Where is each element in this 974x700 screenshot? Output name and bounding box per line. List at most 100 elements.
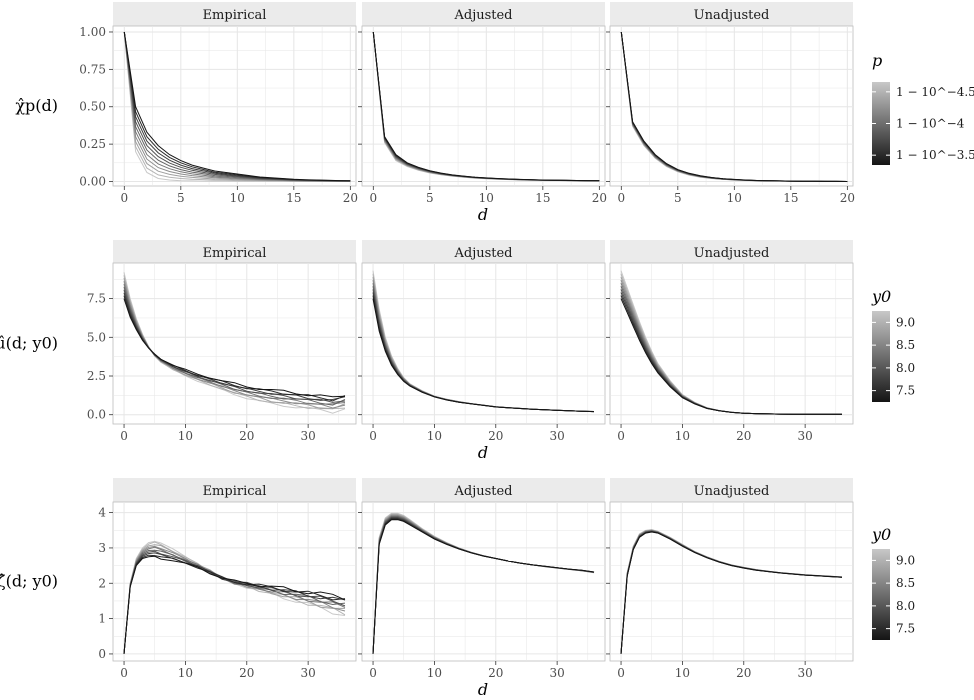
facet-strip-label: Unadjusted — [694, 484, 770, 499]
y-tick-label: 3 — [98, 541, 106, 555]
y-tick-label: 0.25 — [79, 137, 106, 151]
chart-row-mu: μ̂(d; y0) Empirical 0 10 20 30 0.0 2.5 5.0 7.5 Adj… — [0, 240, 915, 462]
facet-strip — [362, 2, 605, 26]
legend-colorbar — [872, 311, 890, 402]
legend-title: y0 — [871, 525, 891, 544]
x-tick-label: 10 — [178, 666, 193, 680]
x-tick-label: 0 — [120, 429, 128, 443]
legend-label: 1 − 10^−4.5 — [896, 85, 974, 99]
facet-strip-label: Unadjusted — [694, 246, 770, 261]
facet-strip — [113, 2, 356, 26]
y-tick-label: 0.50 — [79, 100, 106, 114]
legend-label: 1 − 10^−4 — [896, 117, 965, 131]
x-tick-label: 10 — [479, 191, 494, 205]
legend-label: 7.5 — [896, 384, 915, 398]
x-tick-label: 30 — [300, 666, 315, 680]
legend-zeta: y0 9.0 8.5 8.0 7.5 — [871, 525, 915, 640]
legend-label: 1 − 10^−3.5 — [896, 148, 974, 162]
facet-strip-label: Adjusted — [453, 246, 512, 261]
panel-background — [112, 262, 357, 425]
x-tick-label: 0 — [617, 666, 625, 680]
panel-background — [609, 262, 854, 425]
panel-zeta-empirical: Empirical 0 10 20 30 0 1 2 3 4 — [98, 478, 357, 680]
x-tick-label: 20 — [592, 191, 607, 205]
x-tick-label: 20 — [239, 429, 254, 443]
x-tick-label: 0 — [120, 191, 128, 205]
x-tick-label: 10 — [675, 429, 690, 443]
x-tick-label: 10 — [230, 191, 245, 205]
facet-strip — [113, 240, 356, 264]
series-line — [123, 555, 346, 654]
legend-label: 8.5 — [896, 576, 915, 590]
facet-strip — [610, 478, 853, 502]
y-axis-label: ζ̂(d; y0) — [0, 572, 58, 591]
x-tick-label: 0 — [369, 429, 377, 443]
facet-strip-label: Adjusted — [453, 8, 512, 23]
x-axis-title: d — [478, 205, 488, 224]
facet-strip-label: Empirical — [203, 8, 267, 23]
series-line — [372, 519, 595, 654]
panel-mu-empirical: Empirical 0 10 20 30 0.0 2.5 5.0 7.5 — [87, 240, 357, 443]
y-axis-label: χ̂p(d) — [15, 96, 58, 115]
facet-strip-label: Adjusted — [453, 484, 512, 499]
x-tick-label: 30 — [797, 666, 812, 680]
panel-chi-adjusted: Adjusted 0 5 10 15 20 — [358, 2, 607, 205]
x-tick-label: 5 — [426, 191, 434, 205]
x-tick-label: 0 — [120, 666, 128, 680]
x-tick-label: 20 — [840, 191, 855, 205]
y-tick-label: 1 — [98, 612, 106, 626]
x-axis-title: d — [478, 680, 488, 699]
y-tick-label: 0.00 — [79, 175, 106, 189]
facet-strip — [362, 240, 605, 264]
series-line — [620, 531, 843, 654]
panel-background — [361, 501, 606, 662]
x-tick-label: 20 — [736, 429, 751, 443]
legend-label: 8.5 — [896, 338, 915, 352]
x-tick-label: 0 — [617, 191, 625, 205]
legend-mu: y0 9.0 8.5 8.0 7.5 — [871, 287, 915, 402]
x-tick-label: 20 — [239, 666, 254, 680]
series-line — [123, 298, 346, 398]
y-tick-label: 7.5 — [87, 292, 106, 306]
facet-strip — [362, 478, 605, 502]
x-tick-label: 10 — [427, 666, 442, 680]
y-axis-label: μ̂(d; y0) — [0, 334, 58, 353]
y-tick-label: 0.0 — [87, 408, 106, 422]
legend-chi: p 1 − 10^−4.5 1 − 10^−4 1 − 10^−3.5 — [872, 51, 974, 165]
legend-label: 8.0 — [896, 599, 915, 613]
x-tick-label: 20 — [736, 666, 751, 680]
x-tick-label: 20 — [488, 429, 503, 443]
x-tick-label: 15 — [286, 191, 301, 205]
y-tick-label: 5.0 — [87, 330, 106, 344]
x-tick-label: 15 — [535, 191, 550, 205]
panel-chi-empirical: Empirical 0 5 10 15 20 0.00 0.25 0.50 0.75 1.00 — [79, 2, 358, 205]
panel-mu-adjusted: Adjusted 0 10 20 30 — [358, 240, 606, 443]
x-tick-label: 10 — [178, 429, 193, 443]
legend-label: 8.0 — [896, 361, 915, 375]
y-tick-label: 4 — [98, 506, 106, 520]
x-tick-label: 10 — [727, 191, 742, 205]
x-tick-label: 30 — [797, 429, 812, 443]
x-tick-label: 5 — [674, 191, 682, 205]
series-line — [372, 31, 600, 182]
panel-background — [361, 262, 606, 425]
series-line — [620, 31, 848, 182]
x-tick-label: 15 — [783, 191, 798, 205]
facet-strip-label: Empirical — [203, 484, 267, 499]
y-tick-label: 0 — [98, 647, 106, 661]
y-tick-label: 2.5 — [87, 369, 106, 383]
legend-title: y0 — [871, 287, 891, 306]
x-tick-label: 30 — [300, 429, 315, 443]
panel-chi-unadjusted: Unadjusted 0 5 10 15 20 — [606, 2, 855, 205]
legend-colorbar — [872, 82, 890, 165]
series-line — [123, 554, 346, 654]
series-line — [620, 298, 842, 415]
legend-colorbar — [872, 549, 890, 640]
x-tick-label: 30 — [549, 429, 564, 443]
series-line — [123, 31, 351, 182]
panel-background — [609, 25, 854, 187]
legend-title: p — [872, 51, 882, 70]
facet-strip — [113, 478, 356, 502]
panel-background — [609, 501, 854, 662]
